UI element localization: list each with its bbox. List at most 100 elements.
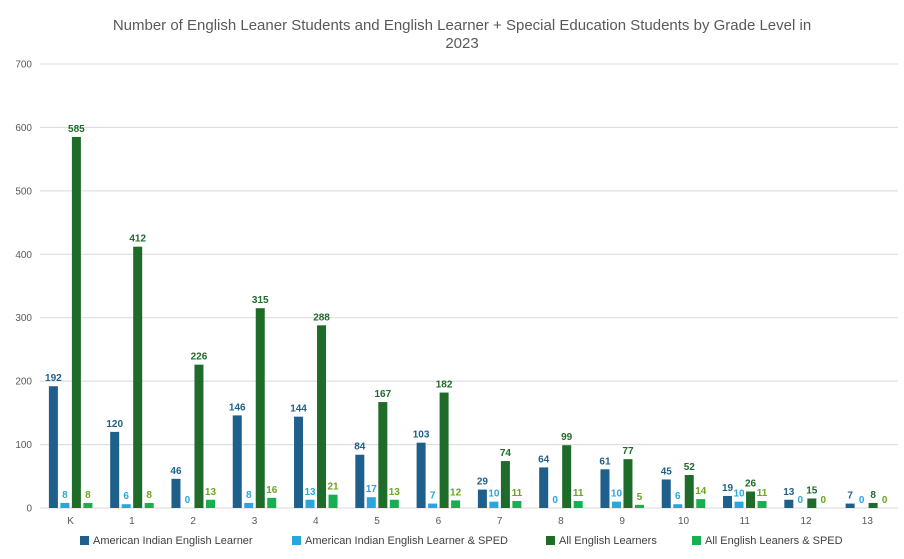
bar [133, 246, 143, 508]
bar [244, 502, 254, 508]
data-label: 13 [783, 487, 795, 498]
data-label: 8 [85, 490, 91, 501]
x-tick-label: 8 [558, 516, 564, 527]
bar [573, 501, 583, 508]
data-label: 8 [246, 490, 252, 501]
x-tick-label: 7 [497, 516, 503, 527]
data-label: 21 [327, 482, 339, 493]
data-label: 144 [290, 404, 307, 415]
data-label: 10 [611, 489, 623, 500]
x-tick-label: 1 [129, 516, 135, 527]
data-label: 15 [806, 485, 818, 496]
data-label: 315 [252, 295, 269, 306]
bar [477, 489, 487, 508]
y-tick-label: 400 [15, 250, 32, 261]
data-label: 146 [229, 402, 246, 413]
gridlines [40, 63, 898, 509]
data-label: 5 [637, 492, 643, 503]
chart-title-line-2: 2023 [445, 35, 478, 52]
data-label: 11 [757, 488, 768, 499]
bar [611, 501, 621, 508]
x-tick-label: 12 [801, 516, 813, 527]
data-label: 0 [185, 495, 191, 506]
y-tick-label: 500 [15, 186, 32, 197]
y-tick-label: 100 [15, 440, 32, 451]
bar [845, 503, 855, 508]
data-label: 13 [304, 487, 316, 498]
data-label: 0 [821, 495, 827, 506]
bar [868, 502, 878, 508]
legend-swatch [80, 536, 89, 545]
data-label: 13 [389, 487, 401, 498]
y-tick-label: 300 [15, 313, 32, 324]
x-tick-label: 5 [374, 516, 380, 527]
data-label: 288 [313, 312, 330, 323]
bar [634, 504, 644, 508]
bar [267, 497, 277, 508]
x-tick-label: 9 [619, 516, 625, 527]
x-tick-label: 6 [436, 516, 442, 527]
legend: American Indian English Learner American … [80, 535, 843, 547]
bar [71, 136, 81, 508]
bar [623, 459, 633, 508]
bar [512, 501, 522, 508]
bar [723, 495, 733, 508]
legend-swatch [292, 536, 301, 545]
legend-label: All English Learners [559, 535, 657, 547]
bar [194, 364, 204, 508]
bars [48, 136, 878, 508]
bar [684, 475, 694, 508]
data-labels: 1928585812064128460226131468315161441328… [45, 124, 888, 506]
bar [746, 491, 756, 508]
bar [784, 499, 794, 508]
bar [389, 499, 399, 508]
bar [696, 499, 706, 508]
bar [355, 454, 365, 508]
data-label: 74 [500, 448, 512, 459]
data-label: 77 [622, 446, 634, 457]
bar [489, 501, 499, 508]
legend-label: All English Leaners & SPED [705, 535, 843, 547]
bar [305, 499, 315, 508]
data-label: 45 [661, 466, 673, 477]
legend-swatch [546, 536, 555, 545]
bar [600, 469, 610, 508]
x-tick-label: 11 [740, 516, 751, 527]
data-label: 11 [573, 488, 584, 499]
bar [317, 325, 327, 508]
data-label: 46 [170, 466, 182, 477]
bar [60, 502, 70, 508]
bar [378, 402, 388, 508]
legend-label: American Indian English Learner [93, 535, 253, 547]
y-axis-ticks: 0 100 200 300 400 500 600 700 [15, 60, 32, 515]
x-tick-label: 13 [862, 516, 874, 527]
data-label: 16 [266, 485, 278, 496]
data-label: 6 [123, 491, 129, 502]
data-label: 167 [374, 389, 391, 400]
data-label: 52 [684, 462, 696, 473]
bar [807, 498, 817, 508]
data-label: 61 [599, 456, 611, 467]
data-label: 192 [45, 373, 62, 384]
data-label: 19 [722, 483, 734, 494]
data-label: 0 [552, 495, 558, 506]
bar [673, 504, 683, 508]
x-tick-label: 4 [313, 516, 319, 527]
data-label: 17 [366, 484, 378, 495]
x-tick-label: 10 [678, 516, 690, 527]
bar [539, 467, 549, 508]
bar [171, 478, 181, 508]
data-label: 12 [450, 487, 462, 498]
data-label: 103 [413, 430, 430, 441]
bar [500, 461, 510, 508]
data-label: 29 [477, 477, 489, 488]
legend-label: American Indian English Learner & SPED [305, 535, 508, 547]
x-tick-label: K [67, 516, 74, 527]
data-label: 0 [882, 495, 888, 506]
bar [121, 504, 131, 508]
data-label: 26 [745, 479, 757, 490]
data-label: 182 [436, 380, 453, 391]
bar [328, 494, 338, 508]
data-label: 84 [354, 442, 366, 453]
